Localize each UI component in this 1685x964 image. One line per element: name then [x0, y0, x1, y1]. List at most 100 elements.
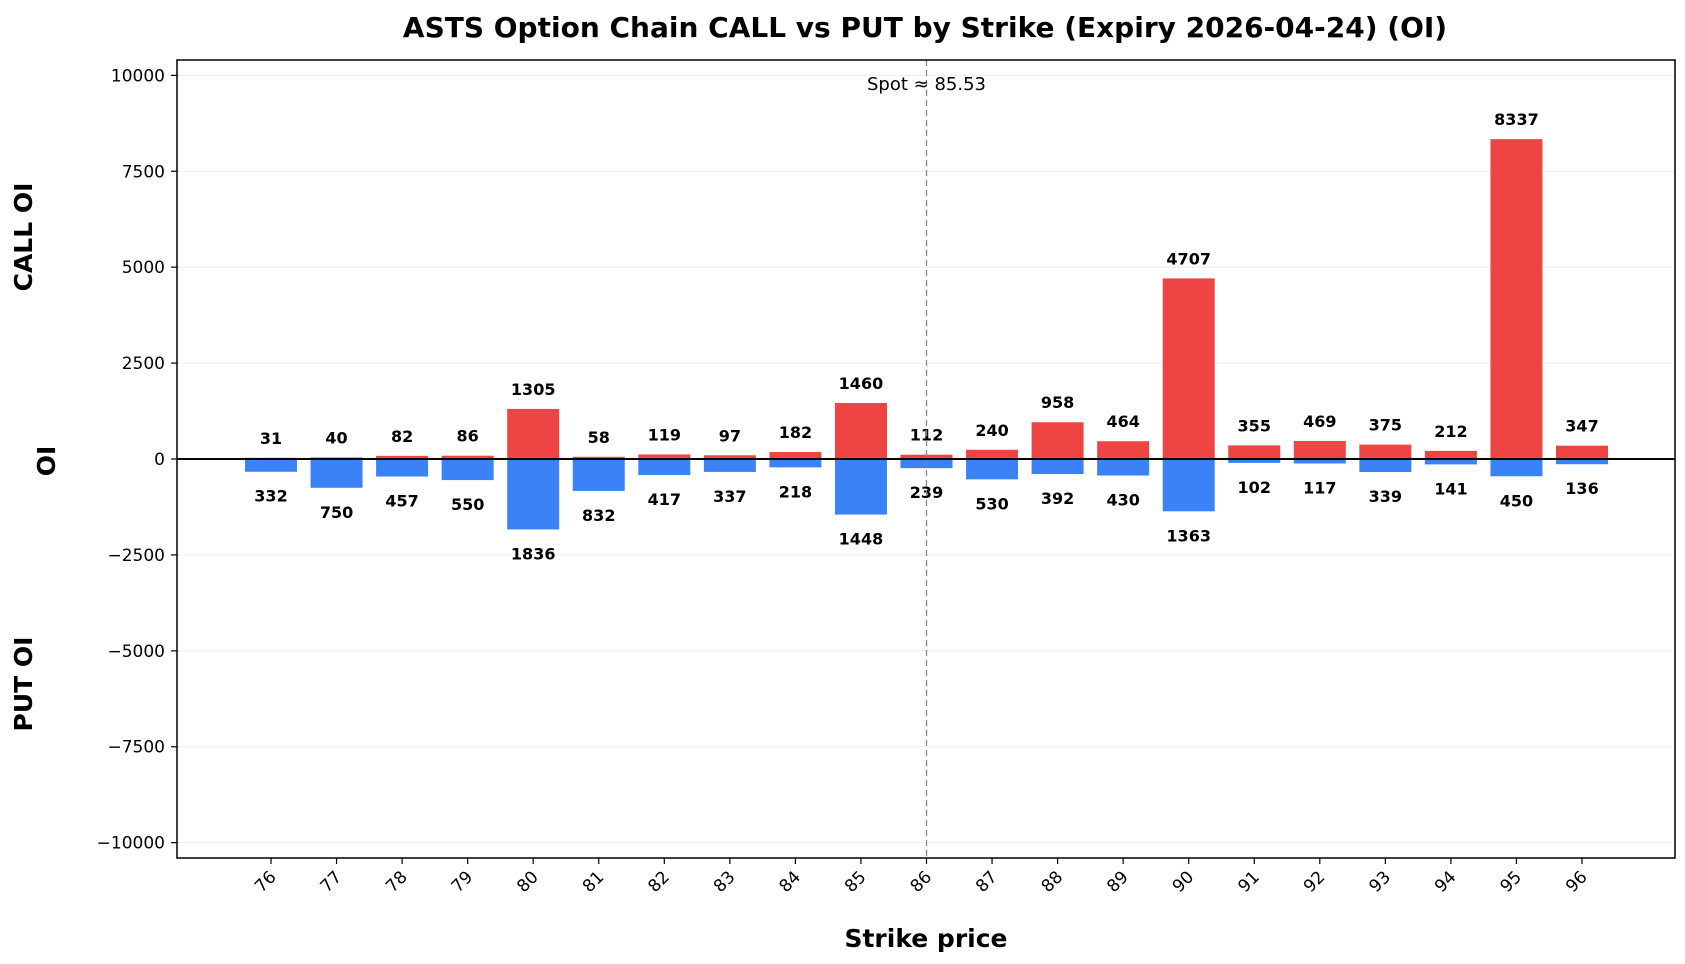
call-value-label: 97 — [719, 426, 741, 445]
put-bar — [1490, 459, 1543, 477]
put-value-label: 530 — [975, 494, 1008, 513]
x-tick-label: 80 — [513, 867, 542, 896]
put-bar — [1097, 459, 1150, 476]
put-value-label: 430 — [1106, 490, 1139, 509]
put-bar — [834, 459, 887, 515]
call-value-label: 182 — [779, 423, 812, 442]
chart-title: ASTS Option Chain CALL vs PUT by Strike … — [403, 11, 1447, 44]
y-tick-label: 5000 — [122, 258, 165, 278]
put-value-label: 339 — [1369, 487, 1402, 506]
call-value-label: 240 — [975, 421, 1008, 440]
call-value-label: 40 — [325, 428, 347, 447]
y-tick-label: 0 — [154, 450, 165, 470]
call-bar — [1228, 445, 1281, 459]
put-bar — [572, 459, 625, 491]
put-value-label: 141 — [1434, 479, 1467, 498]
put-value-label: 450 — [1500, 491, 1533, 510]
put-bar — [966, 459, 1019, 480]
put-bar — [1424, 459, 1477, 465]
call-bar — [1359, 444, 1412, 459]
call-value-label: 375 — [1369, 416, 1402, 435]
y-tick-label: −5000 — [107, 642, 165, 662]
call-value-label: 464 — [1106, 412, 1139, 431]
x-tick-label: 76 — [251, 867, 280, 896]
x-tick-label: 83 — [710, 867, 739, 896]
x-tick-label: 84 — [775, 867, 804, 896]
x-tick-label: 94 — [1431, 867, 1460, 896]
put-value-label: 417 — [648, 490, 681, 509]
call-value-label: 86 — [457, 427, 479, 446]
y-tick-label: −2500 — [107, 546, 165, 566]
call-value-label: 212 — [1434, 422, 1467, 441]
call-bar — [966, 449, 1019, 459]
call-bar — [1556, 445, 1608, 459]
call-bar — [900, 454, 953, 459]
x-tick-label: 85 — [841, 867, 870, 896]
put-bar — [310, 459, 363, 488]
call-value-label: 4707 — [1166, 249, 1211, 268]
x-tick-label: 79 — [448, 867, 477, 896]
x-tick-label: 88 — [1038, 867, 1067, 896]
y-tick-label: −7500 — [107, 738, 165, 758]
x-tick-label: 87 — [972, 867, 1001, 896]
call-bar — [572, 456, 625, 459]
x-axis-label: Strike price — [844, 924, 1007, 953]
put-bar — [1293, 459, 1346, 464]
put-value-label: 1448 — [839, 530, 884, 549]
put-bar — [1031, 459, 1084, 475]
spot-layer: Spot ≈ 85.53 — [867, 60, 986, 858]
put-value-label: 550 — [451, 495, 484, 514]
call-bar — [507, 408, 560, 459]
x-tick-label: 95 — [1497, 867, 1526, 896]
put-bar — [1162, 459, 1215, 512]
put-bar — [507, 459, 560, 530]
call-value-label: 469 — [1303, 412, 1336, 431]
y-tick-label: 2500 — [122, 354, 165, 374]
put-bar — [1556, 459, 1608, 465]
put-bar — [441, 459, 494, 481]
call-bar — [1424, 450, 1477, 459]
put-bar — [245, 459, 297, 472]
call-value-label: 82 — [391, 427, 413, 446]
x-tick-label: 82 — [644, 867, 673, 896]
y-tick-label: 10000 — [111, 66, 165, 86]
y-tick-label: 7500 — [122, 162, 165, 182]
put-bar — [769, 459, 822, 468]
put-value-label: 1363 — [1166, 526, 1211, 545]
x-tick-label: 93 — [1365, 867, 1394, 896]
call-value-label: 119 — [648, 425, 681, 444]
put-value-label: 1836 — [511, 544, 556, 563]
x-tick-label: 86 — [907, 867, 936, 896]
put-value-label: 102 — [1238, 478, 1271, 497]
call-value-label: 1305 — [511, 380, 556, 399]
put-value-label: 117 — [1303, 478, 1336, 497]
x-tick-label: 92 — [1300, 867, 1329, 896]
put-value-label: 832 — [582, 506, 615, 525]
put-value-label: 457 — [385, 492, 418, 511]
call-bar — [1162, 278, 1215, 459]
call-value-label: 8337 — [1494, 110, 1539, 129]
call-bar — [1097, 441, 1150, 459]
call-bar — [1031, 422, 1084, 459]
x-tick-label: 78 — [382, 867, 411, 896]
call-value-label: 1460 — [839, 374, 884, 393]
put-bar — [1228, 459, 1281, 463]
put-value-label: 750 — [320, 503, 353, 522]
call-bar — [769, 452, 822, 459]
put-value-label: 218 — [779, 482, 812, 501]
put-bar — [703, 459, 756, 472]
x-tick-label: 81 — [579, 867, 608, 896]
call-bar — [638, 454, 691, 459]
put-value-label: 392 — [1041, 489, 1074, 508]
put-value-label: 337 — [713, 487, 746, 506]
call-value-label: 31 — [260, 429, 282, 448]
call-bar — [1293, 441, 1346, 459]
x-tick-label: 77 — [317, 867, 346, 896]
put-bar — [1359, 459, 1412, 473]
call-bar — [376, 455, 429, 459]
call-bar — [1490, 139, 1543, 460]
call-bar — [703, 455, 756, 459]
plot-frame — [176, 59, 1676, 859]
call-value-label: 58 — [588, 428, 610, 447]
